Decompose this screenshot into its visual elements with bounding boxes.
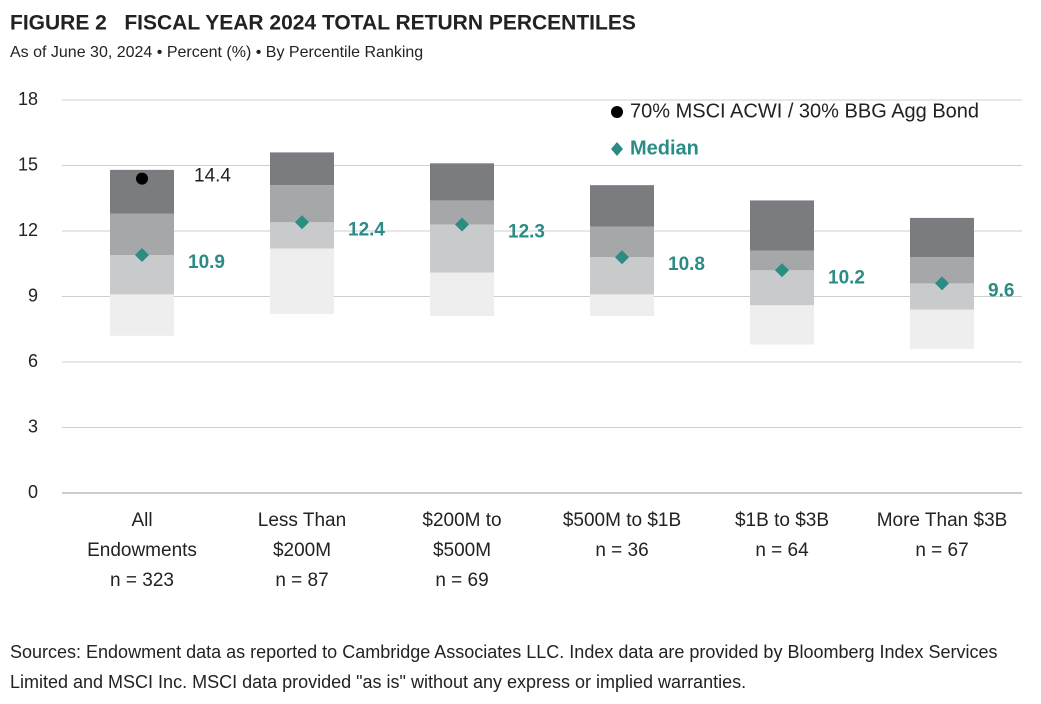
y-tick-label: 3 bbox=[28, 416, 38, 436]
legend-label: 70% MSCI ACWI / 30% BBG Agg Bond bbox=[630, 100, 979, 122]
y-tick-label: 15 bbox=[18, 154, 38, 174]
x-tick-label: Endowments bbox=[87, 540, 197, 561]
x-tick-label: More Than $3B bbox=[877, 510, 1008, 531]
y-tick-label: 0 bbox=[28, 482, 38, 502]
median-marker bbox=[455, 217, 469, 232]
legend-marker bbox=[611, 142, 623, 156]
percentile-segment bbox=[750, 250, 814, 271]
median-marker bbox=[615, 250, 629, 265]
median-label: 10.9 bbox=[188, 252, 225, 273]
percentile-segment bbox=[590, 185, 654, 227]
x-tick-label: $500M to $1B bbox=[563, 510, 681, 531]
percentile-segment bbox=[110, 294, 174, 336]
x-tick-label: $200M bbox=[273, 540, 331, 561]
median-label: 10.8 bbox=[668, 254, 705, 275]
percentile-segment bbox=[590, 294, 654, 317]
y-tick-label: 6 bbox=[28, 351, 38, 371]
median-label: 10.2 bbox=[828, 267, 865, 288]
median-marker bbox=[295, 215, 309, 230]
x-tick-label: n = 64 bbox=[755, 540, 809, 561]
source-note: Sources: Endowment data as reported to C… bbox=[10, 642, 998, 692]
percentile-segment bbox=[910, 217, 974, 258]
x-tick-label: n = 69 bbox=[435, 570, 488, 591]
x-tick-label: $1B to $3B bbox=[735, 510, 829, 531]
percentile-segment bbox=[750, 200, 814, 251]
percentile-segment bbox=[750, 305, 814, 345]
x-tick-label: n = 323 bbox=[110, 570, 174, 591]
median-marker bbox=[775, 263, 789, 278]
x-tick-label: All bbox=[131, 510, 152, 531]
median-marker bbox=[135, 248, 149, 263]
y-tick-label: 12 bbox=[18, 220, 38, 240]
index-marker bbox=[136, 172, 148, 185]
median-label: 12.3 bbox=[508, 221, 545, 242]
x-tick-label: n = 67 bbox=[915, 540, 968, 561]
median-label: 12.4 bbox=[348, 219, 385, 240]
percentile-segment bbox=[910, 309, 974, 349]
chart-title: FIGURE 2 FISCAL YEAR 2024 TOTAL RETURN P… bbox=[10, 12, 636, 35]
x-tick-label: $200M to bbox=[422, 510, 501, 531]
median-marker bbox=[935, 276, 949, 291]
x-tick-label: Less Than bbox=[258, 510, 346, 531]
y-tick-label: 18 bbox=[18, 89, 38, 109]
x-tick-label: n = 36 bbox=[595, 540, 648, 561]
chart-subtitle: As of June 30, 2024 • Percent (%) • By P… bbox=[10, 44, 423, 61]
legend-marker bbox=[611, 106, 623, 118]
x-tick-label: $500M bbox=[433, 540, 491, 561]
median-label: 9.6 bbox=[988, 280, 1014, 301]
index-label: 14.4 bbox=[194, 166, 231, 187]
percentile-segment bbox=[270, 152, 334, 186]
chart: FIGURE 2 FISCAL YEAR 2024 TOTAL RETURN P… bbox=[10, 12, 1022, 591]
percentile-segment bbox=[430, 224, 494, 273]
x-tick-label: n = 87 bbox=[275, 570, 328, 591]
legend-label: Median bbox=[630, 137, 699, 159]
percentile-segment bbox=[430, 272, 494, 317]
percentile-segment bbox=[270, 248, 334, 314]
percentile-segment bbox=[430, 163, 494, 201]
y-tick-label: 9 bbox=[28, 285, 38, 305]
